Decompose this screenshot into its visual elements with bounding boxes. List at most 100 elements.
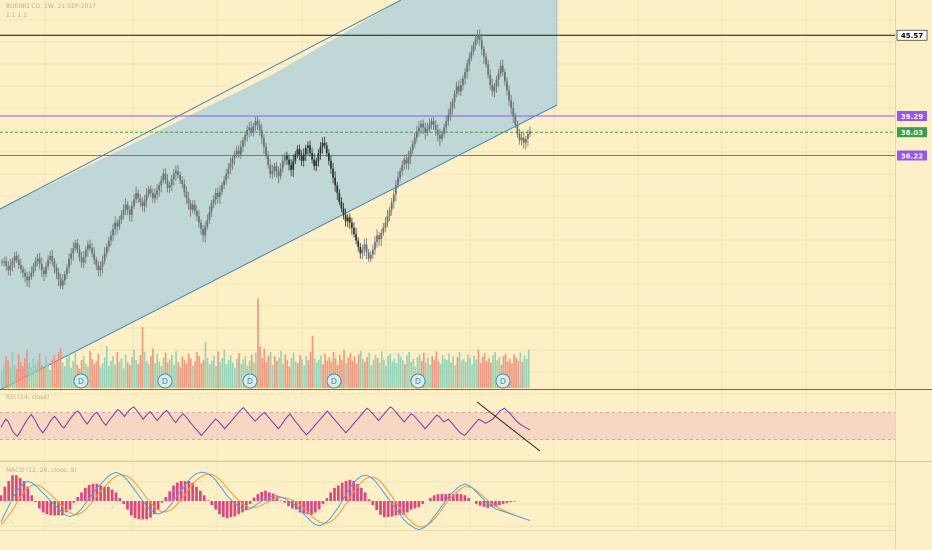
- candle-body: [340, 202, 343, 209]
- macd-histogram-bar: [436, 494, 440, 501]
- macd-histogram-bar: [3, 486, 7, 501]
- volume-bar: [72, 361, 75, 388]
- volume-bar: [404, 364, 406, 388]
- volume-bar: [158, 361, 161, 388]
- candle-body: [348, 217, 351, 223]
- volume-bar: [488, 358, 490, 388]
- dividend-marker[interactable]: [157, 373, 173, 389]
- macd-histogram-bar: [451, 494, 455, 501]
- candle-body: [338, 193, 341, 202]
- macd-line: [0, 471, 531, 531]
- candle-body: [357, 240, 360, 247]
- volume-bar: [208, 364, 211, 388]
- volume-bar: [282, 363, 284, 388]
- macd-histogram-bar: [34, 501, 37, 503]
- macd-histogram-bar: [463, 495, 467, 501]
- candle-body: [522, 137, 525, 143]
- volume-bar: [372, 360, 375, 388]
- volume-bar: [124, 354, 127, 388]
- candle-body: [107, 240, 110, 247]
- candle-body: [384, 222, 387, 228]
- volume-bar: [133, 349, 135, 388]
- volume-bar: [231, 362, 234, 388]
- macd-histogram-bar: [271, 493, 275, 501]
- candle-body: [309, 145, 311, 154]
- macd-histogram-bar: [22, 480, 26, 501]
- symbol-header: BOEING CO, 1W, 21-SEP-2017: [6, 3, 96, 10]
- volume-bar: [353, 356, 356, 388]
- volume-bar: [45, 356, 47, 388]
- macd-histogram-bar: [99, 485, 103, 501]
- candle-body: [97, 265, 100, 271]
- volume-bar: [32, 359, 35, 388]
- volume-bar: [509, 359, 511, 388]
- volume-bar: [89, 350, 91, 388]
- channel-lower-edge: [0, 104, 558, 391]
- volume-bar: [307, 360, 310, 388]
- macd-histogram-bar: [417, 501, 421, 508]
- candle-body: [95, 259, 98, 265]
- candle-body: [405, 159, 408, 164]
- candle-body: [283, 155, 286, 161]
- price-level-tag: [896, 29, 928, 41]
- candle-body: [72, 248, 75, 254]
- dividend-marker-label: D: [247, 377, 253, 386]
- macd-histogram-bar: [129, 501, 133, 516]
- candle-body: [420, 123, 422, 128]
- candle-body: [80, 257, 83, 263]
- candle-body: [51, 256, 54, 262]
- volume-bar: [150, 356, 152, 388]
- volume-bar: [147, 363, 150, 388]
- volume-bar: [502, 356, 505, 388]
- candle-body: [374, 241, 376, 250]
- candle-body: [175, 171, 177, 174]
- volume-bar: [355, 363, 358, 388]
- candle-body: [275, 166, 278, 172]
- candle-body: [325, 145, 328, 154]
- dividend-marker[interactable]: [410, 373, 426, 389]
- candle-body: [520, 137, 523, 141]
- volume-bar: [429, 364, 431, 388]
- macd-histogram-bar: [87, 484, 91, 501]
- macd-histogram-bar: [68, 501, 72, 510]
- candle-body: [137, 193, 140, 199]
- candle-body: [84, 249, 87, 258]
- macd-histogram-bar: [275, 496, 279, 501]
- macd-histogram-bar: [428, 498, 432, 501]
- candle-body: [212, 199, 215, 204]
- volume-bar: [374, 354, 377, 388]
- candle-body: [7, 266, 10, 271]
- volume-bar: [3, 363, 5, 388]
- macd-histogram-bar: [76, 497, 80, 501]
- candle-body: [170, 178, 173, 186]
- volume-bar: [131, 357, 133, 388]
- volume-bar: [112, 356, 114, 388]
- volume-bar: [103, 357, 106, 388]
- candle-body: [162, 173, 165, 181]
- volume-bar: [420, 360, 423, 388]
- candle-body: [28, 276, 31, 281]
- volume-bar: [42, 368, 45, 388]
- dividend-marker[interactable]: [242, 373, 258, 389]
- rsi-band: [0, 412, 895, 440]
- candle-body: [128, 209, 131, 215]
- dividend-marker[interactable]: [326, 373, 342, 389]
- volume-bar: [171, 354, 173, 388]
- volume-bar: [225, 364, 228, 388]
- dividend-marker[interactable]: [73, 373, 89, 389]
- rsi-trendline[interactable]: [476, 401, 541, 452]
- macd-histogram-bar: [348, 479, 352, 501]
- candle-body: [321, 142, 324, 147]
- rsi-label: RSI (14, close): [6, 394, 49, 401]
- candle-body: [311, 153, 313, 160]
- macd-histogram-bar: [18, 478, 22, 501]
- volume-bar: [317, 359, 320, 388]
- candle-body: [17, 259, 20, 265]
- macd-histogram-bar: [283, 501, 287, 503]
- candle-body: [256, 121, 259, 125]
- volume-bar: [383, 359, 385, 388]
- candle-body: [273, 166, 276, 172]
- candle-body: [19, 265, 22, 269]
- dividend-marker[interactable]: [495, 373, 511, 389]
- volume-bar: [464, 361, 467, 388]
